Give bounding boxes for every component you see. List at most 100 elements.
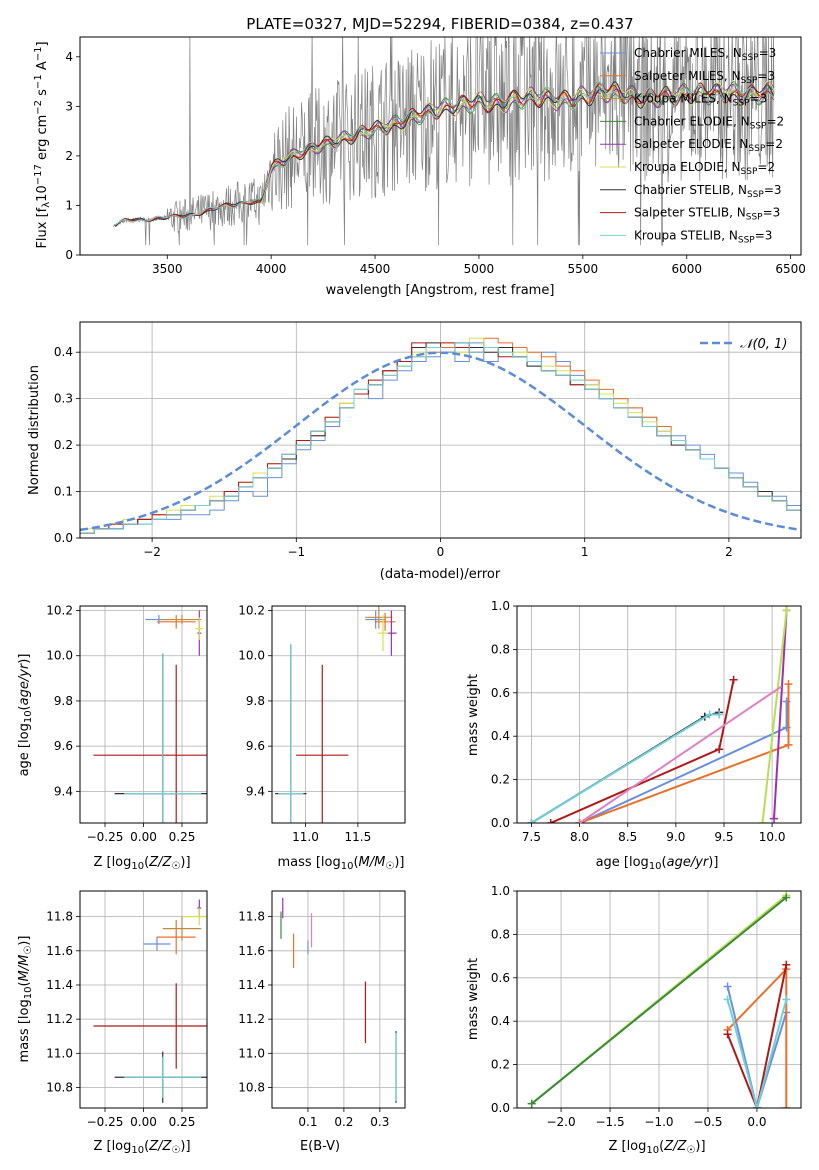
massEbv-ytick-label: 11.0 <box>238 1046 265 1060</box>
massZ-frame <box>79 890 208 1109</box>
spectrum-ytick-label: 4 <box>65 50 73 64</box>
gaussian-curve <box>80 351 801 532</box>
massZ-ytick-label: 11.8 <box>46 910 73 924</box>
weightZ-frame <box>516 890 802 1109</box>
weightZ-ylabel: mass weight <box>466 958 481 1040</box>
weightAge-grid <box>517 605 801 824</box>
legend-entry-label: Kroupa STELIB, NSSP=3 <box>634 228 772 245</box>
massEbv-xlabel: E(B-V) <box>300 1139 340 1154</box>
massEbv-plot-area <box>280 897 397 1103</box>
weightAge-plot-area <box>527 606 793 823</box>
residuals-ylabel: Normed distribution <box>27 365 42 495</box>
spectrum-ytick-label: 3 <box>65 99 73 113</box>
histogram-series <box>80 342 801 538</box>
residuals-ytick-label: 0.3 <box>54 392 73 406</box>
spectrum-model-line <box>115 80 774 226</box>
massZ-ytick-label: 11.4 <box>46 978 73 992</box>
massZ-ylabel: mass [log10(M/M☉)] <box>17 936 34 1063</box>
residuals-plot-area <box>80 337 801 538</box>
spectrum-xtick-label: 4000 <box>256 262 287 276</box>
spectrum-model-line <box>115 82 775 226</box>
weightZ-ytick-label: 0.8 <box>491 927 510 941</box>
weightZ-ytick-label: 0.0 <box>491 1101 510 1115</box>
ageZ-xtick-label: 0.00 <box>130 830 157 844</box>
weightAge-xlabel: age [log10(age/yr)] <box>596 855 719 872</box>
spectrum-ylabel: Flux [fλ10−17 erg cm−2 s−1 A−1] <box>33 41 52 248</box>
spectrum-ytick-label: 1 <box>65 198 73 212</box>
legend-entry-label: Kroupa MILES, NSSP=3 <box>634 92 767 109</box>
massEbv-ytick-label: 11.2 <box>238 1012 265 1026</box>
massZ-xlabel: Z [log10(Z/Z☉)] <box>93 1139 190 1156</box>
legend-entry-label: Chabrier STELIB, NSSP=3 <box>634 183 782 200</box>
weightAge-xtick-label: 7.5 <box>522 830 541 844</box>
weightAge-ytick-label: 0.8 <box>491 642 510 656</box>
spectrum-frame <box>79 36 802 256</box>
weightZ-point-marker <box>723 995 732 1004</box>
weightAge-xtick-label: 8.5 <box>618 830 637 844</box>
spectrum-model-line <box>115 81 774 226</box>
residuals-ytick-label: 0.0 <box>54 531 73 545</box>
residuals-ytick-label: 0.2 <box>54 438 73 452</box>
residuals-xtick-label: −1 <box>287 545 305 559</box>
weightZ-point-marker <box>782 1104 791 1108</box>
weightAge-ytick-label: 1.0 <box>491 599 510 613</box>
weightZ-ytick-label: 0.2 <box>491 1058 510 1072</box>
weightAge-ytick-label: 0.0 <box>491 816 510 830</box>
spectrum-xtick-label: 3500 <box>152 262 183 276</box>
spectrum-ytick-label: 2 <box>65 149 73 163</box>
legend-entry-label: Chabrier MILES, NSSP=3 <box>634 46 776 63</box>
spectrum-model-line <box>250 80 775 205</box>
massEbv-xtick-label: 0.1 <box>298 1115 317 1129</box>
weightZ-plot-area <box>527 891 791 1108</box>
histogram-series <box>80 342 801 538</box>
massZ-xtick-label: 0.00 <box>130 1115 157 1129</box>
weightZ-point-marker <box>723 1030 732 1039</box>
ageMass-frame <box>271 605 406 824</box>
ageZ-xlabel: Z [log10(Z/Z☉)] <box>93 855 190 872</box>
weightAge-xtick-label: 10.0 <box>759 830 786 844</box>
ageZ-ytick-label: 9.6 <box>54 739 73 753</box>
ageMass-plot-area <box>275 606 397 823</box>
massZ-grid <box>80 891 207 1108</box>
weightAge-point-marker <box>705 710 714 719</box>
residuals-xtick-label: 2 <box>725 545 733 559</box>
massZ-xtick-label: 0.25 <box>169 1115 196 1129</box>
histogram-series <box>80 342 801 538</box>
weightZ-ytick-label: 0.6 <box>491 971 510 985</box>
weightAge-ytick-label: 0.6 <box>491 686 510 700</box>
spectrum-xtick-label: 5500 <box>568 262 599 276</box>
spectrum-legend: Chabrier MILES, NSSP=3 Salpeter MILES, NS… <box>600 46 784 245</box>
weightZ-xtick-label: −1.5 <box>595 1115 624 1129</box>
weightZ-xtick-label: −2.0 <box>546 1115 575 1129</box>
ageMass-ytick-label: 9.6 <box>246 739 265 753</box>
spectrum-model-line <box>250 81 775 204</box>
weightZ-series-line <box>726 986 788 1108</box>
massZ-plot-area <box>93 899 207 1103</box>
spectrum-plot-area <box>112 37 775 246</box>
ageMass-ytick-label: 10.2 <box>238 604 265 618</box>
ageMass-xtick-label: 11.5 <box>345 830 372 844</box>
ageZ-ytick-label: 10.0 <box>46 649 73 663</box>
massEbv-ytick-label: 10.8 <box>238 1080 265 1094</box>
ageZ-ylabel: age [log10(age/yr)] <box>17 654 34 777</box>
weightAge-point-marker <box>715 710 724 719</box>
legend-entry-label: 𝒩(0, 1) <box>740 337 787 352</box>
legend-entry-label: Salpeter ELODIE, NSSP=2 <box>634 137 783 154</box>
ageMass-grid <box>272 606 405 823</box>
weightZ-point-marker <box>782 893 791 902</box>
weightAge-xtick-label: 9.0 <box>666 830 685 844</box>
weightAge-series-line <box>761 610 788 823</box>
weightZ-xtick-label: 0.0 <box>747 1115 766 1129</box>
massEbv-ytick-label: 11.6 <box>238 944 265 958</box>
weightAge-point-marker <box>527 819 536 823</box>
weightZ-xtick-label: −0.5 <box>693 1115 722 1129</box>
spectrum-xtick-label: 4500 <box>360 262 391 276</box>
residuals-ytick-label: 0.1 <box>54 485 73 499</box>
massZ-ytick-label: 11.2 <box>46 1012 73 1026</box>
weightAge-point-marker <box>758 819 767 823</box>
legend-entry-label: Chabrier ELODIE, NSSP=2 <box>634 114 784 131</box>
residuals-frame <box>79 321 802 539</box>
weightZ-point-marker <box>723 982 732 991</box>
weightAge-series-line <box>579 701 788 823</box>
